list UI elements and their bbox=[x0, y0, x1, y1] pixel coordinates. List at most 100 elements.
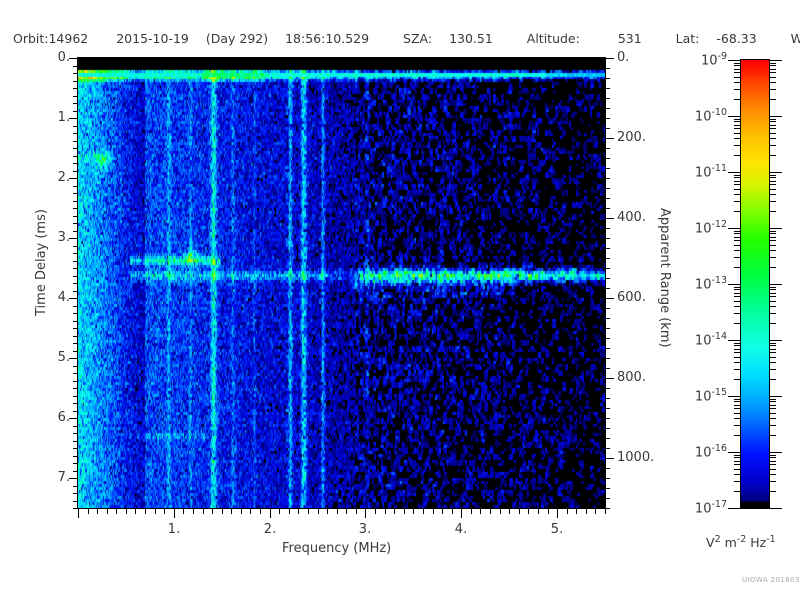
cb-tick-major-left bbox=[728, 116, 741, 117]
cb-tick-mantissa: 10 bbox=[694, 333, 712, 349]
cb-tick-minor-right bbox=[769, 401, 776, 402]
cb-tick-exponent: -15 bbox=[711, 387, 727, 398]
cb-tick-minor-right bbox=[769, 267, 776, 268]
y-tick-label-right: 200. bbox=[617, 130, 646, 145]
unit-base-3: Hz bbox=[750, 535, 767, 551]
cb-tick-exponent: -10 bbox=[711, 107, 727, 118]
cb-tick-minor-right bbox=[769, 145, 776, 146]
cb-tick-minor-right bbox=[769, 177, 776, 178]
cb-tick-major-right bbox=[769, 116, 782, 117]
cb-tick-minor-right bbox=[769, 175, 776, 176]
x-tick-minor bbox=[327, 509, 328, 514]
y2-tick-minor bbox=[605, 408, 610, 409]
spectrogram-canvas[interactable] bbox=[78, 58, 605, 508]
y-tick-minor bbox=[73, 426, 78, 427]
x-tick-minor bbox=[298, 509, 299, 514]
cb-tick-minor-right bbox=[769, 233, 776, 234]
altitude-value: 531 bbox=[617, 31, 642, 46]
x-tick-minor bbox=[433, 509, 434, 514]
y-tick-label-left: 2. bbox=[57, 170, 70, 185]
colorbar-gradient bbox=[741, 60, 769, 508]
y-axis-left-title: Time Delay (ms) bbox=[34, 209, 49, 316]
y-tick-minor bbox=[73, 223, 78, 224]
y-tick-minor bbox=[73, 88, 78, 89]
cb-tick-major-left bbox=[728, 396, 741, 397]
cb-tick-minor-right bbox=[769, 184, 776, 185]
cb-tick-minor-right bbox=[769, 418, 776, 419]
cb-tick-minor-right bbox=[769, 301, 776, 302]
y2-tick-minor bbox=[605, 98, 610, 99]
cb-tick-minor-right bbox=[769, 357, 776, 358]
y-tick-minor bbox=[73, 306, 78, 307]
plot-frame-right bbox=[605, 57, 606, 509]
x-tick-minor bbox=[260, 509, 261, 514]
y2-tick-minor bbox=[605, 228, 610, 229]
y2-tick-major bbox=[605, 298, 614, 299]
y2-tick-minor bbox=[605, 168, 610, 169]
y-tick-minor bbox=[73, 208, 78, 209]
cb-tick-minor-right bbox=[769, 69, 776, 70]
y2-tick-minor bbox=[605, 318, 610, 319]
cb-tick-minor-left bbox=[734, 425, 741, 426]
y-tick-label-left: 7. bbox=[57, 470, 70, 485]
cb-tick-mantissa: 10 bbox=[694, 445, 712, 461]
y2-tick-minor bbox=[605, 118, 610, 119]
colorbar-tick-label: 10-10 bbox=[681, 107, 727, 124]
cb-tick-minor-right bbox=[769, 65, 776, 66]
y-tick-minor bbox=[73, 156, 78, 157]
cb-tick-minor-right bbox=[769, 313, 776, 314]
cb-tick-major-right bbox=[769, 396, 782, 397]
y-tick-minor bbox=[73, 471, 78, 472]
cb-tick-minor-left bbox=[734, 352, 741, 353]
y-tick-minor bbox=[73, 231, 78, 232]
cb-tick-exponent: -12 bbox=[711, 219, 727, 230]
cb-tick-minor-left bbox=[734, 72, 741, 73]
x-tick-minor bbox=[116, 509, 117, 514]
cb-tick-minor-left bbox=[734, 362, 741, 363]
x-tick-minor bbox=[88, 509, 89, 514]
y-tick-minor bbox=[73, 448, 78, 449]
cb-tick-minor-right bbox=[769, 469, 776, 470]
cb-tick-minor-right bbox=[769, 362, 776, 363]
y-tick-minor bbox=[73, 66, 78, 67]
cb-tick-minor-left bbox=[734, 323, 741, 324]
cb-tick-minor-left bbox=[734, 240, 741, 241]
x-tick-label: 2. bbox=[263, 522, 277, 537]
y2-tick-minor bbox=[605, 198, 610, 199]
x-tick-minor bbox=[135, 509, 136, 514]
x-tick-minor bbox=[586, 509, 587, 514]
y-tick-label-right: 1000. bbox=[617, 450, 655, 465]
cb-tick-exponent: -17 bbox=[711, 499, 727, 510]
cb-tick-minor-left bbox=[734, 296, 741, 297]
cb-tick-minor-right bbox=[769, 405, 776, 406]
cb-tick-major-right bbox=[769, 508, 782, 509]
cb-tick-major-right bbox=[769, 452, 782, 453]
cb-tick-minor-right bbox=[769, 491, 776, 492]
cb-tick-minor-right bbox=[769, 296, 776, 297]
cb-tick-minor-right bbox=[769, 72, 776, 73]
y-tick-label-right: 600. bbox=[617, 290, 646, 305]
y-tick-minor bbox=[73, 186, 78, 187]
spectrogram-plot-area[interactable] bbox=[78, 58, 605, 508]
cb-tick-minor-right bbox=[769, 287, 776, 288]
cb-tick-minor-left bbox=[734, 481, 741, 482]
y2-tick-minor bbox=[605, 78, 610, 79]
cb-tick-minor-right bbox=[769, 413, 776, 414]
y2-tick-minor bbox=[605, 178, 610, 179]
x-tick-minor bbox=[337, 509, 338, 514]
wlon-label: W.Lon: bbox=[790, 31, 800, 46]
cb-tick-minor-right bbox=[769, 211, 776, 212]
y2-tick-minor bbox=[605, 478, 610, 479]
cb-tick-mantissa: 10 bbox=[694, 221, 712, 237]
cb-tick-major-left bbox=[728, 452, 741, 453]
x-tick-minor bbox=[471, 509, 472, 514]
cb-tick-minor-left bbox=[734, 175, 741, 176]
y-tick-minor bbox=[73, 133, 78, 134]
cb-tick-minor-left bbox=[734, 245, 741, 246]
cb-tick-minor-right bbox=[769, 189, 776, 190]
x-axis-title: Frequency (MHz) bbox=[282, 541, 392, 556]
cb-tick-minor-right bbox=[769, 128, 776, 129]
cb-tick-minor-right bbox=[769, 352, 776, 353]
y-tick-minor bbox=[73, 111, 78, 112]
